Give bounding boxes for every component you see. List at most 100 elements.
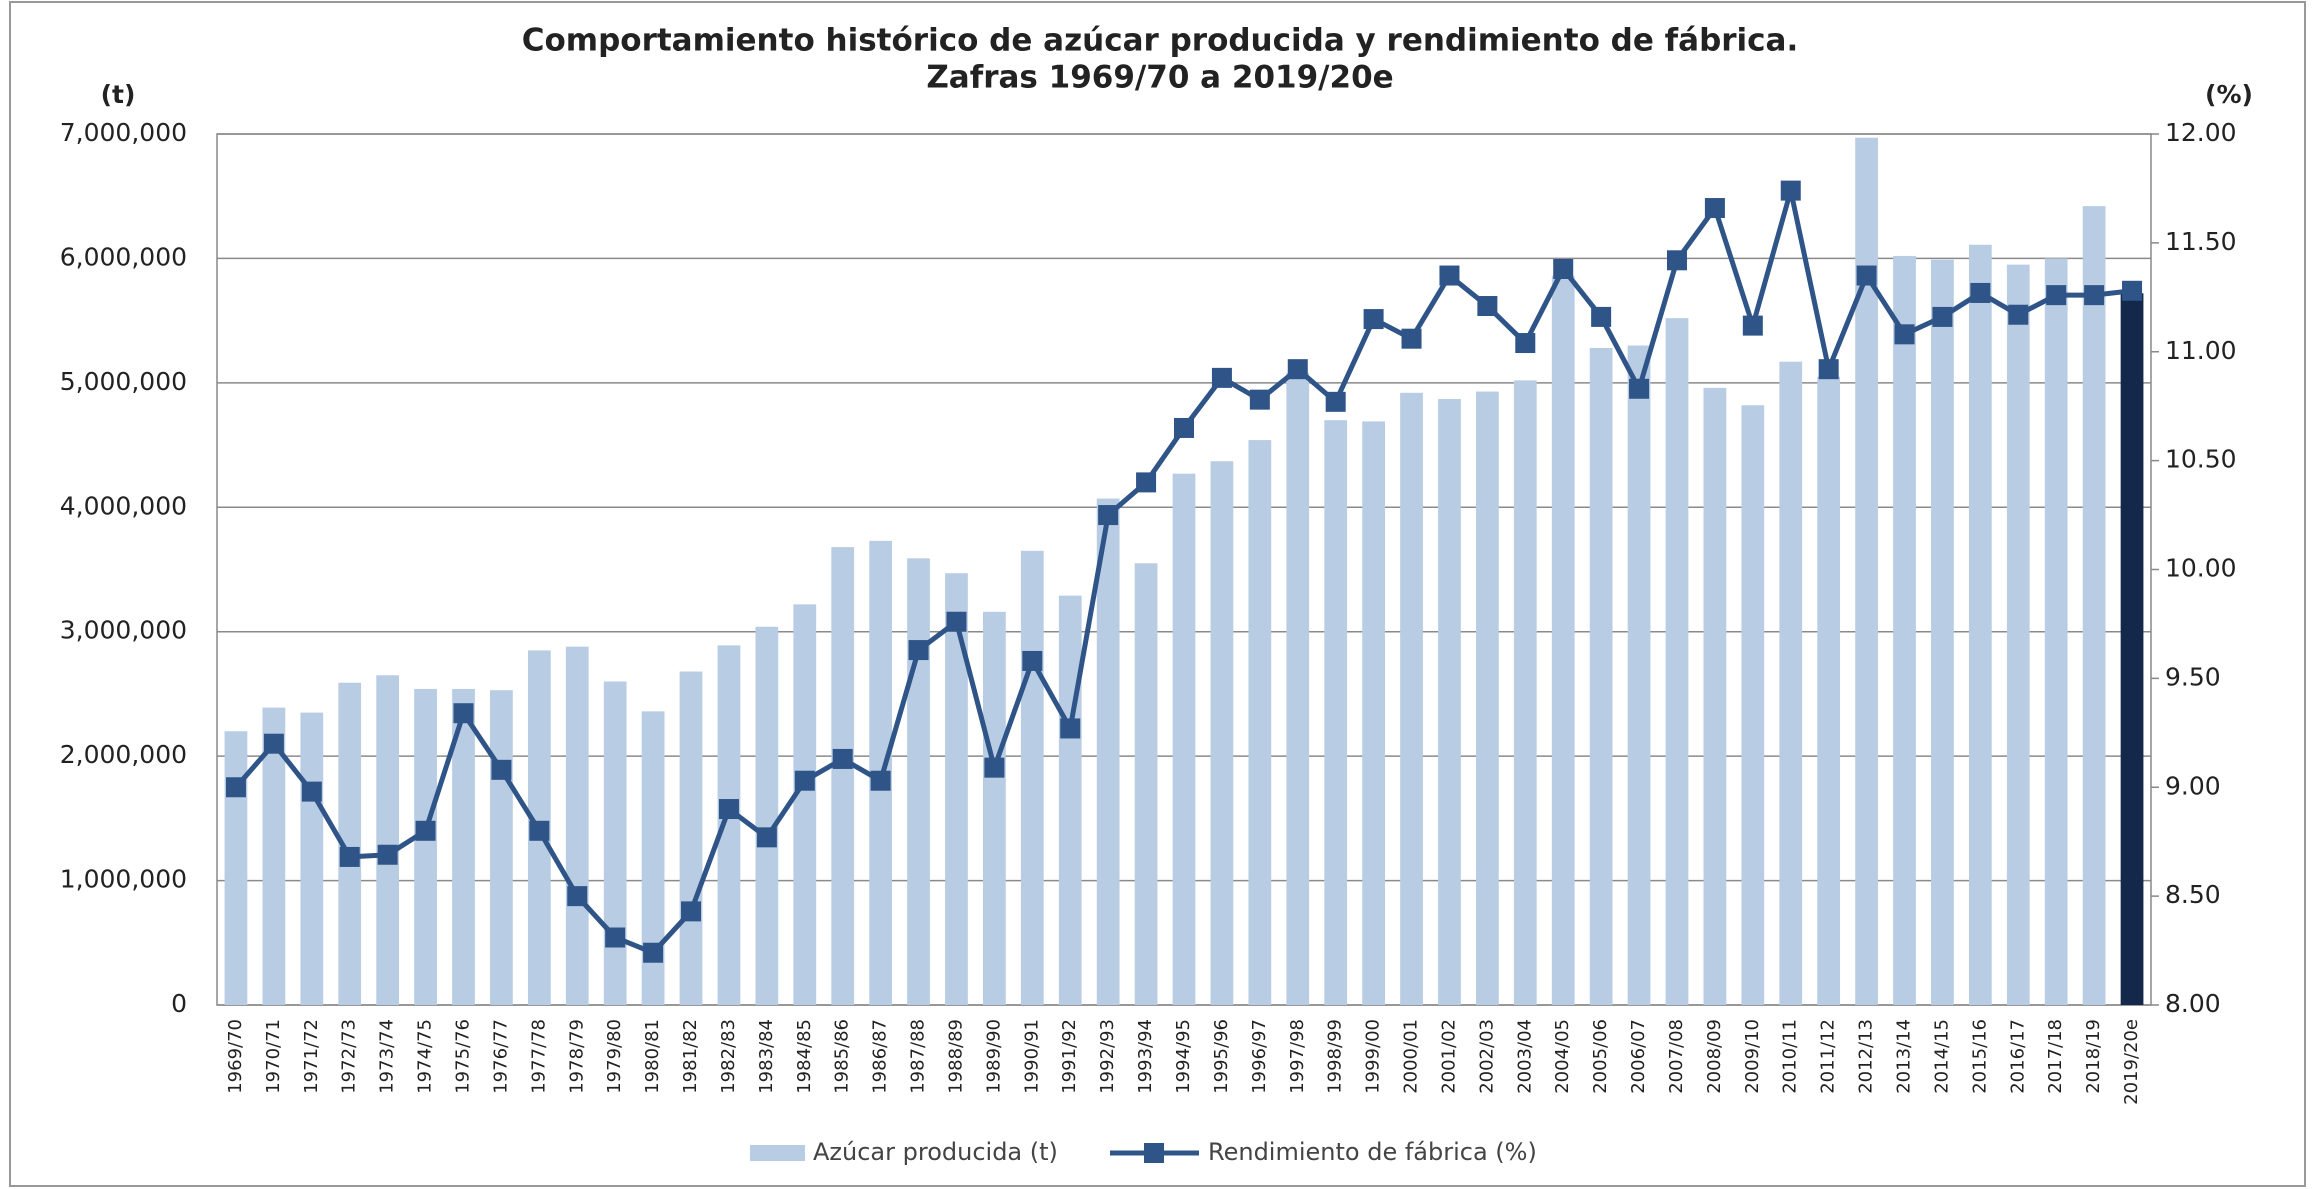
x-tick-label: 2007/08 <box>1666 1019 1687 1094</box>
marker <box>756 827 777 848</box>
bar <box>338 682 362 1005</box>
marker <box>225 777 246 798</box>
bar <box>793 604 817 1005</box>
x-tick-label: 2004/05 <box>1552 1019 1573 1094</box>
chart-title: Comportamiento histórico de azúcar produ… <box>522 23 1799 59</box>
x-tick-label: 2015/16 <box>1969 1019 1990 1094</box>
y2-tick-label: 8.50 <box>2165 880 2221 909</box>
marker <box>908 640 929 661</box>
x-tick-label: 1980/81 <box>642 1019 663 1094</box>
bar <box>1589 348 1613 1005</box>
x-tick-label: 1993/94 <box>1135 1019 1156 1094</box>
x-tick-label: 1975/76 <box>452 1019 473 1094</box>
x-tick-label: 2017/18 <box>2045 1019 2066 1094</box>
legend-swatch <box>1144 1143 1164 1163</box>
marker <box>1325 391 1346 412</box>
marker <box>453 703 474 724</box>
marker <box>2084 285 2105 306</box>
bar <box>1893 255 1916 1005</box>
y-tick-label: 0 <box>171 989 187 1018</box>
bar <box>1286 372 1310 1006</box>
x-tick-label: 1999/00 <box>1363 1019 1384 1094</box>
marker <box>2122 280 2143 301</box>
x-tick-label: 1979/80 <box>604 1019 625 1094</box>
bar <box>1248 440 1272 1005</box>
x-tick-label: 1986/87 <box>870 1019 891 1094</box>
marker <box>984 757 1005 778</box>
y2-tick-label: 12.00 <box>2165 118 2237 147</box>
x-tick-label: 1970/71 <box>263 1019 284 1094</box>
frame <box>9 1 2306 1187</box>
bar <box>414 688 437 1005</box>
bar <box>1741 405 1765 1005</box>
y2-tick-label: 11.00 <box>2165 336 2237 365</box>
bar <box>1703 387 1727 1005</box>
marker <box>1591 306 1612 327</box>
bar <box>300 712 324 1005</box>
bar <box>1058 595 1082 1005</box>
marker <box>605 927 626 948</box>
bar <box>2082 206 2106 1005</box>
marker <box>1932 306 1953 327</box>
bar <box>1362 421 1385 1005</box>
y2-tick-label: 10.50 <box>2165 445 2237 474</box>
legend-swatch <box>750 1145 805 1161</box>
bar <box>983 611 1006 1005</box>
y2-tick-label: 9.00 <box>2165 771 2221 800</box>
bar <box>1438 399 1461 1006</box>
bar <box>1779 361 1803 1005</box>
x-tick-label: 2003/04 <box>1514 1019 1535 1094</box>
x-tick-label: 1982/83 <box>718 1019 739 1094</box>
marker <box>1553 259 1574 280</box>
marker <box>1249 389 1270 410</box>
marker <box>2046 285 2067 306</box>
chart-subtitle: Zafras 1969/70 a 2019/20e <box>926 60 1393 96</box>
bar <box>679 671 703 1005</box>
bar <box>641 711 665 1005</box>
marker <box>1439 265 1460 286</box>
y2-tick-label: 10.00 <box>2165 554 2237 583</box>
marker <box>529 820 550 841</box>
bar <box>224 731 248 1005</box>
x-tick-label: 1972/73 <box>339 1019 360 1094</box>
bar <box>1627 345 1651 1005</box>
x-tick-label: 2013/14 <box>1894 1019 1915 1094</box>
legend-label: Azúcar producida (t) <box>813 1138 1058 1166</box>
bar <box>1172 473 1196 1005</box>
bar <box>1968 244 1992 1005</box>
marker <box>1477 296 1498 317</box>
x-tick-label: 2010/11 <box>1780 1019 1801 1094</box>
x-tick-label: 2001/02 <box>1438 1019 1459 1094</box>
bar <box>1665 318 1689 1005</box>
marker <box>263 733 284 754</box>
marker <box>1970 282 1991 303</box>
marker <box>1174 417 1194 438</box>
bar <box>1931 259 1954 1005</box>
x-tick-label: 2008/09 <box>1704 1019 1725 1094</box>
y-tick-label: 1,000,000 <box>60 865 187 894</box>
y2-tick-label: 11.50 <box>2165 227 2237 256</box>
y-axis-label: (t) <box>101 80 136 109</box>
y-tick-label: 6,000,000 <box>60 242 187 271</box>
bar <box>603 681 627 1005</box>
marker <box>1515 333 1536 354</box>
x-tick-label: 1995/96 <box>1211 1019 1232 1094</box>
x-tick-label: 1997/98 <box>1287 1019 1308 1094</box>
marker <box>1742 315 1763 336</box>
marker <box>377 844 398 865</box>
bar <box>907 558 930 1005</box>
marker <box>718 799 739 820</box>
x-tick-label: 2002/03 <box>1476 1019 1497 1094</box>
marker <box>567 886 588 907</box>
bar <box>262 707 286 1005</box>
y-tick-label: 7,000,000 <box>60 118 187 147</box>
bar <box>376 675 400 1005</box>
bar <box>452 688 475 1005</box>
x-tick-label: 2009/10 <box>1742 1019 1763 1094</box>
legend-label: Rendimiento de fábrica (%) <box>1208 1138 1537 1166</box>
marker <box>1363 309 1384 330</box>
x-tick-label: 1973/74 <box>377 1019 398 1094</box>
bar <box>2120 293 2144 1006</box>
marker <box>2008 304 2029 325</box>
